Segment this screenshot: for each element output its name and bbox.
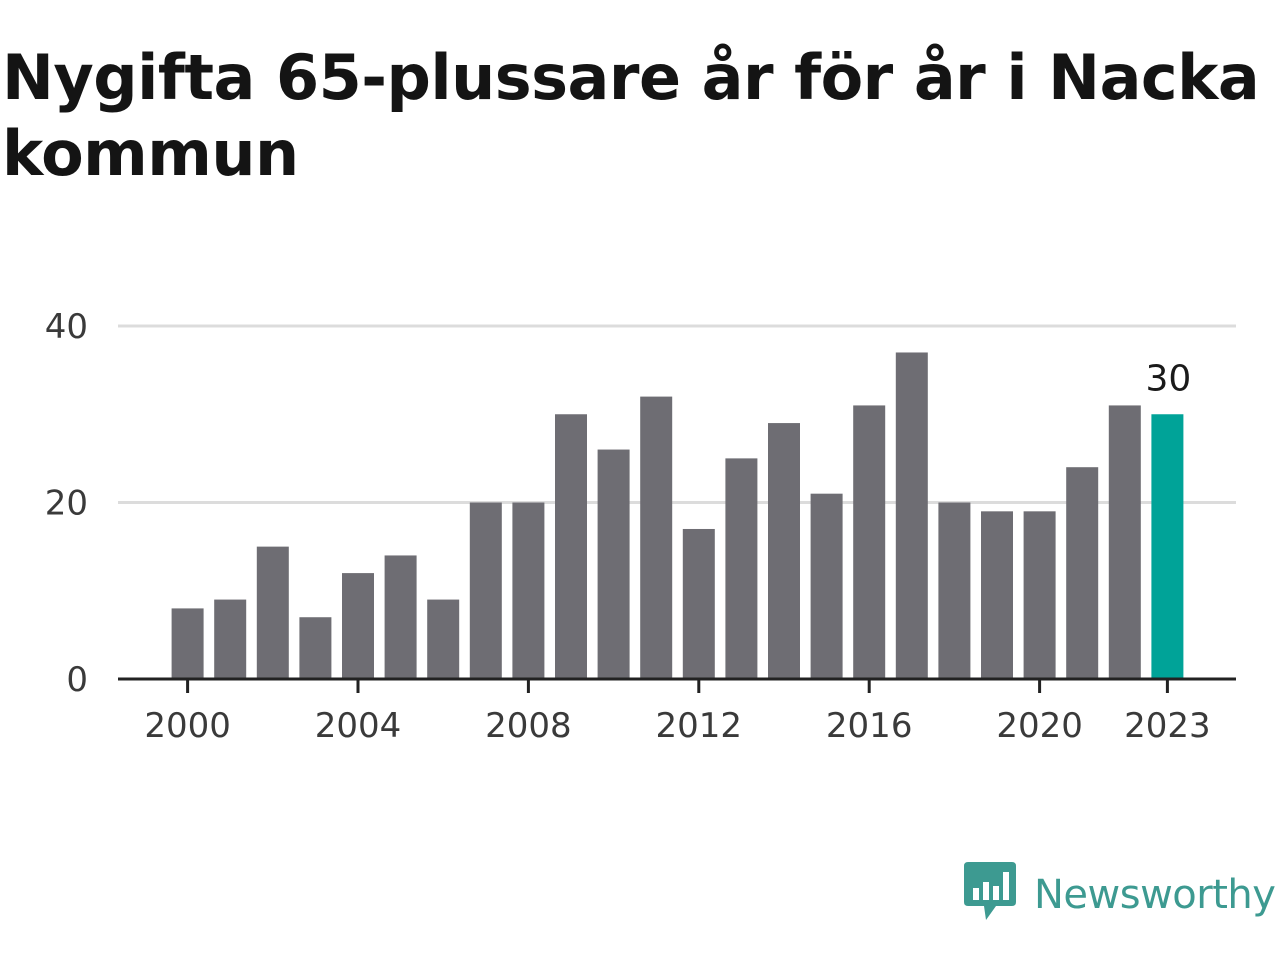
chart-title: Nygifta 65-plussare år för år i Nacka ko… [2,41,1260,190]
bar [469,502,502,679]
bar [768,423,800,679]
bar [256,546,289,679]
bar [597,449,630,679]
labels: 0 20 40 30 2000 2004 2008 2012 2016 2020 2023 [45,307,1211,746]
data-label: 30 [1145,358,1191,399]
bar [682,528,715,679]
bar [640,396,673,679]
brand-name: Newsworthy [1034,872,1276,918]
bar [1023,511,1056,679]
brand-logo: Newsworthy [964,862,1276,928]
bar-highlight [1151,414,1184,679]
bar [981,511,1013,679]
bar-chart-speech-bubble-icon [964,862,1016,928]
bar [555,414,587,679]
x-tick-label: 2004 [315,706,402,746]
x-tick-label: 2023 [1124,706,1211,746]
x-tick-label: 2000 [144,706,231,746]
bar [810,493,843,679]
bar [342,573,374,679]
bar [427,599,460,679]
bars [171,352,1184,679]
y-tick-label: 0 [66,660,88,700]
y-tick-label: 40 [45,307,88,347]
x-tick-label: 2016 [826,706,913,746]
bar [725,458,758,679]
bar [1066,467,1099,679]
bar [384,555,417,679]
bar [214,599,247,679]
x-tick-label: 2008 [485,706,572,746]
x-tick-label: 2012 [656,706,743,746]
gridlines [118,324,1236,504]
bar [895,352,928,679]
axes [118,677,1236,693]
bar [1108,405,1141,679]
x-tick-label: 2020 [996,706,1083,746]
bar [853,405,886,679]
bar [938,502,971,679]
y-tick-label: 20 [45,484,88,524]
bar [512,502,545,679]
bar [171,608,204,679]
bar [299,617,332,679]
